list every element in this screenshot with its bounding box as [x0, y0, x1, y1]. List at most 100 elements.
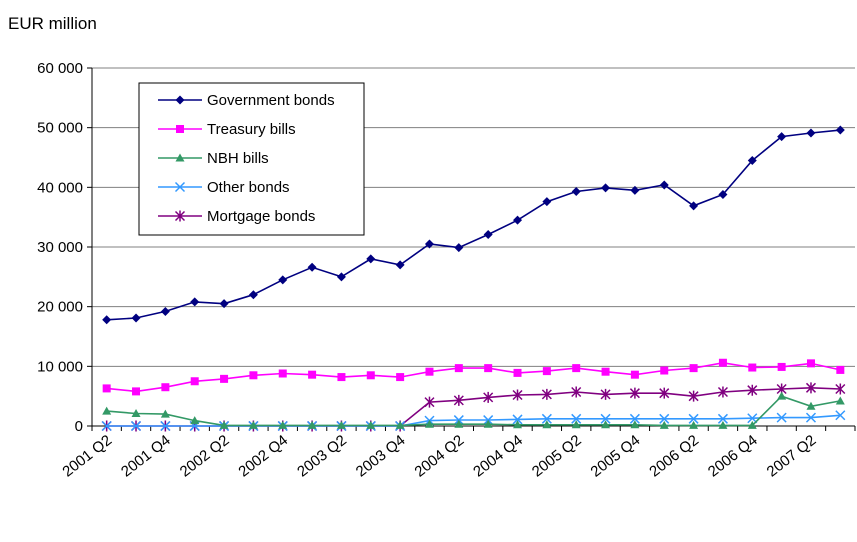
- data-point: [541, 413, 552, 424]
- data-point: [160, 420, 171, 432]
- data-point: [542, 420, 552, 429]
- legend-label: Treasury bills: [207, 121, 296, 138]
- data-point: [483, 229, 493, 239]
- data-point: [688, 390, 699, 402]
- data-point: [659, 420, 669, 429]
- data-point: [248, 420, 258, 429]
- data-point: [424, 419, 434, 428]
- data-point: [600, 388, 611, 400]
- data-point: [337, 373, 346, 382]
- data-point: [541, 388, 552, 400]
- data-point: [835, 410, 846, 421]
- data-point: [571, 187, 581, 197]
- data-point: [747, 384, 758, 396]
- data-point: [718, 189, 728, 199]
- data-point: [718, 420, 728, 429]
- data-point: [308, 370, 317, 379]
- x-tick-label: 2001 Q4: [118, 432, 174, 481]
- data-point: [483, 419, 493, 428]
- data-point: [630, 420, 640, 429]
- data-point: [249, 371, 258, 380]
- data-point: [454, 243, 464, 253]
- data-point: [395, 420, 405, 429]
- data-point: [396, 373, 405, 382]
- data-point: [424, 239, 434, 249]
- data-point: [689, 364, 698, 373]
- legend-marker: [175, 153, 185, 162]
- y-tick-label: 50 000: [37, 120, 83, 137]
- data-point: [160, 409, 170, 418]
- y-tick-label: 60 000: [37, 60, 83, 77]
- data-point: [777, 132, 787, 142]
- data-point: [102, 315, 112, 325]
- x-tick-label: 2005 Q4: [588, 432, 644, 481]
- series-nbh-bills: [102, 391, 845, 429]
- data-point: [835, 125, 845, 135]
- legend-marker: [175, 95, 185, 105]
- data-point: [366, 371, 375, 380]
- legend-label: Mortgage bonds: [207, 208, 315, 225]
- data-point: [512, 389, 523, 401]
- x-tick-label: 2003 Q4: [353, 432, 409, 481]
- data-point: [278, 420, 288, 429]
- x-tick-label: 2007 Q2: [764, 432, 820, 481]
- data-point: [132, 387, 141, 396]
- x-tick-label: 2006 Q2: [646, 432, 702, 481]
- data-point: [601, 183, 611, 193]
- legend-label: Government bonds: [207, 92, 335, 109]
- data-point: [248, 290, 258, 300]
- data-point: [336, 272, 346, 282]
- series-line: [106, 395, 841, 427]
- data-point: [160, 306, 170, 316]
- legend-marker: [174, 210, 186, 222]
- data-point: [835, 383, 846, 395]
- data-point: [805, 382, 817, 394]
- data-point: [748, 363, 757, 372]
- data-point: [689, 201, 699, 211]
- data-point: [718, 358, 727, 367]
- data-point: [572, 364, 581, 373]
- data-point: [102, 406, 112, 415]
- data-point: [190, 377, 199, 386]
- data-point: [571, 420, 581, 429]
- data-point: [395, 260, 405, 270]
- data-point: [777, 391, 787, 400]
- data-point: [630, 185, 640, 195]
- data-point: [806, 401, 816, 410]
- data-point: [513, 420, 523, 429]
- data-point: [747, 413, 758, 424]
- series-line: [106, 129, 841, 321]
- legend-label: Other bonds: [207, 179, 290, 196]
- data-point: [190, 297, 200, 307]
- data-point: [190, 416, 200, 425]
- legend-marker: [174, 181, 186, 193]
- series-line: [106, 361, 841, 393]
- data-point: [366, 420, 376, 429]
- data-point: [130, 420, 142, 432]
- x-tick-label: 2002 Q4: [235, 432, 291, 481]
- y-unit-label: EUR million: [8, 14, 97, 33]
- data-point: [101, 420, 112, 432]
- data-point: [542, 367, 551, 376]
- legend-item: Treasury bills: [158, 121, 296, 138]
- data-point: [219, 299, 229, 309]
- series-treasury-bills: [102, 358, 845, 396]
- data-point: [220, 374, 229, 383]
- x-tick-label: 2004 Q4: [470, 432, 526, 481]
- x-tick-label: 2006 Q4: [705, 432, 761, 481]
- data-point: [747, 420, 757, 429]
- data-point: [454, 364, 463, 373]
- data-point: [717, 413, 728, 424]
- data-point: [836, 365, 845, 374]
- data-point: [513, 215, 523, 225]
- legend-box: [138, 82, 365, 236]
- data-point: [659, 387, 670, 399]
- legend: Government bonds Treasury bills NBH bills O…: [138, 82, 365, 236]
- data-point: [630, 370, 639, 379]
- legend-item: NBH bills: [158, 150, 269, 167]
- x-tick-label: 2003 Q2: [294, 432, 350, 481]
- legend-item: Government bonds: [158, 92, 335, 109]
- data-point: [747, 155, 757, 165]
- y-tick-label: 40 000: [37, 179, 83, 196]
- legend-label: NBH bills: [207, 150, 269, 167]
